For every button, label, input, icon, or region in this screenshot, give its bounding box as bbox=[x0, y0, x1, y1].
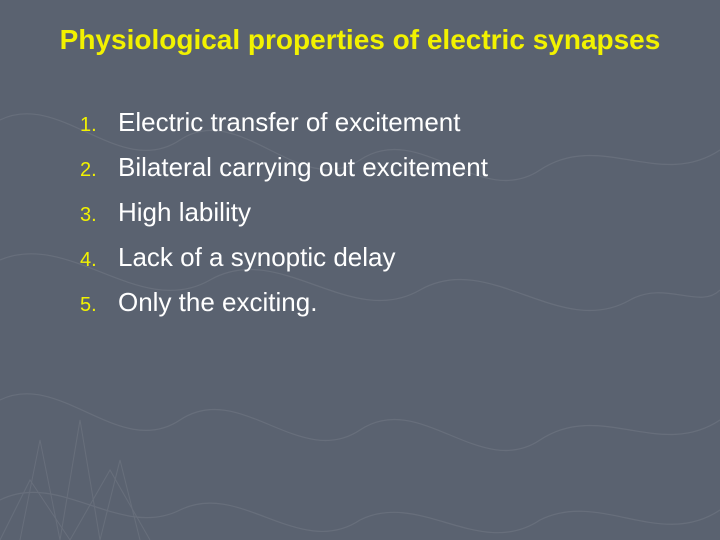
slide: Physiological properties of electric syn… bbox=[0, 0, 720, 540]
list-text: Lack of a synoptic delay bbox=[118, 240, 396, 275]
list-item: 4. Lack of a synoptic delay bbox=[78, 240, 680, 275]
list-number: 2. bbox=[78, 159, 118, 182]
list-text: Electric transfer of excitement bbox=[118, 105, 460, 140]
list-number: 5. bbox=[78, 294, 118, 317]
list-number: 4. bbox=[78, 249, 118, 272]
list-item: 5. Only the exciting. bbox=[78, 285, 680, 320]
list-text: Bilateral carrying out excitement bbox=[118, 150, 488, 185]
list-item: 1. Electric transfer of excitement bbox=[78, 105, 680, 140]
list-text: Only the exciting. bbox=[118, 285, 317, 320]
list-number: 3. bbox=[78, 204, 118, 227]
list-number: 1. bbox=[78, 114, 118, 137]
ordered-list: 1. Electric transfer of excitement 2. Bi… bbox=[40, 105, 680, 320]
slide-title: Physiological properties of electric syn… bbox=[50, 22, 670, 57]
list-item: 2. Bilateral carrying out excitement bbox=[78, 150, 680, 185]
list-item: 3. High lability bbox=[78, 195, 680, 230]
list-text: High lability bbox=[118, 195, 251, 230]
